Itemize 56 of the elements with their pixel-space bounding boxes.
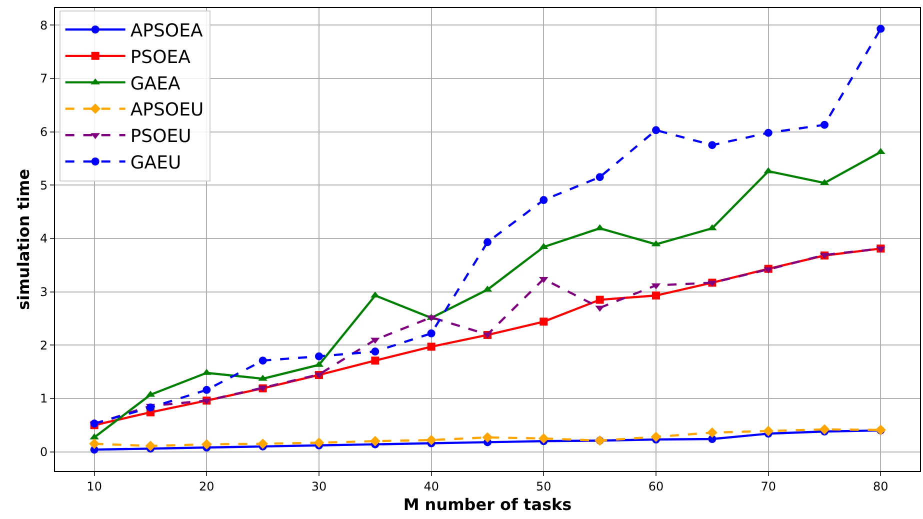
y-tick-label: 4: [40, 232, 48, 246]
legend-label: APSOEU: [130, 100, 204, 121]
point: [764, 128, 772, 137]
point: [819, 424, 830, 435]
x-tick-label: 10: [86, 479, 102, 494]
point: [482, 432, 493, 443]
point: [89, 438, 100, 449]
point: [371, 348, 380, 356]
legend-label: GAEA: [130, 73, 181, 94]
point: [540, 196, 548, 204]
x-tick-label: 70: [760, 479, 776, 494]
y-tick-label: 0: [40, 445, 48, 459]
legend-label: PSOEU: [130, 126, 192, 148]
y-tick-label: 5: [40, 178, 48, 192]
point: [876, 24, 885, 33]
x-tick-label: 30: [311, 479, 327, 494]
point: [763, 426, 774, 436]
y-axis-title: simulation time: [14, 168, 33, 310]
point: [652, 126, 660, 134]
y-tick-label: 3: [40, 284, 48, 299]
point: [202, 386, 211, 394]
point: [145, 440, 156, 452]
x-tick-label: 40: [424, 479, 439, 494]
point: [708, 141, 716, 150]
y-tick-label: 6: [40, 124, 48, 139]
y-tick-label: 1: [40, 392, 48, 406]
point: [201, 439, 212, 450]
y-tick-label: 8: [40, 18, 48, 32]
legend-label: PSOEA: [130, 46, 192, 68]
legend-label: GAEU: [130, 152, 182, 174]
legend-label: APSOEA: [130, 20, 204, 42]
x-tick-label: 80: [873, 479, 888, 494]
y-tick-label: 2: [40, 338, 48, 352]
point: [370, 436, 380, 446]
point: [706, 427, 718, 438]
y-tick-label: 7: [40, 72, 48, 86]
x-tick-label: 60: [648, 479, 664, 494]
point: [820, 120, 829, 129]
point: [484, 238, 492, 246]
point: [538, 433, 549, 444]
point: [540, 318, 548, 326]
point: [650, 432, 662, 442]
point: [427, 342, 436, 351]
point: [314, 438, 324, 448]
point: [652, 292, 660, 300]
point: [427, 329, 436, 338]
x-tick-label: 20: [199, 479, 214, 494]
point: [596, 296, 604, 304]
point: [371, 356, 380, 365]
point: [426, 434, 437, 446]
point: [258, 438, 268, 449]
x-tick-label: 50: [536, 479, 552, 494]
point: [596, 173, 604, 182]
point: [258, 356, 267, 365]
x-axis-title: M number of tasks: [403, 495, 572, 514]
point: [314, 352, 323, 360]
